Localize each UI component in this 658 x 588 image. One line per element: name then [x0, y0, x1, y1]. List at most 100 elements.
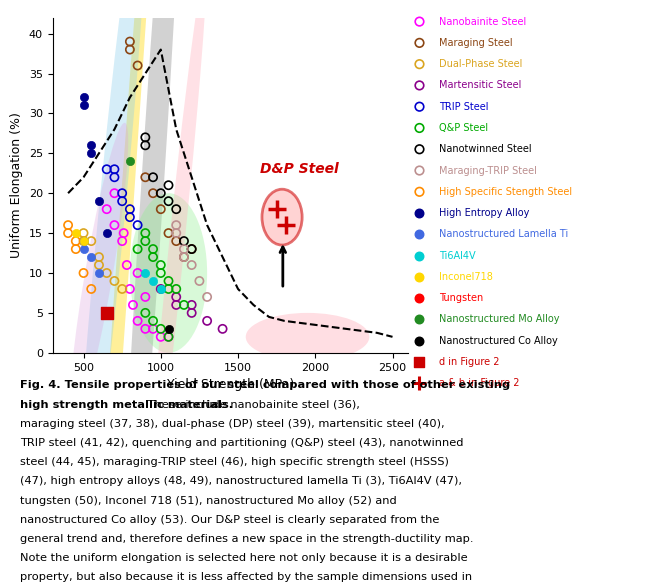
- Point: [132, 316, 143, 326]
- Ellipse shape: [262, 189, 302, 245]
- Text: Inconel718: Inconel718: [440, 272, 493, 282]
- Point: [140, 133, 151, 142]
- Text: Nanobainite Steel: Nanobainite Steel: [440, 16, 526, 26]
- Point: [186, 308, 197, 318]
- Point: [140, 141, 151, 150]
- Text: Maraging Steel: Maraging Steel: [440, 38, 513, 48]
- Point: [148, 252, 159, 262]
- Point: [186, 245, 197, 254]
- Point: [272, 205, 283, 214]
- Text: high strength metallic materials.: high strength metallic materials.: [20, 399, 233, 409]
- Point: [140, 268, 151, 278]
- Point: [171, 284, 182, 293]
- Text: tungsten (50), Inconel 718 (51), nanostructured Mo alloy (52) and: tungsten (50), Inconel 718 (51), nanostr…: [20, 496, 396, 506]
- Point: [78, 228, 89, 238]
- Point: [171, 292, 182, 302]
- Point: [124, 45, 135, 54]
- Ellipse shape: [75, 0, 148, 573]
- Point: [148, 172, 159, 182]
- Point: [163, 276, 174, 286]
- Text: TRIP steel (41, 42), quenching and partitioning (Q&P) steel (43), nanotwinned: TRIP steel (41, 42), quenching and parti…: [20, 438, 463, 448]
- Point: [63, 228, 73, 238]
- Point: [86, 284, 97, 293]
- Point: [78, 101, 89, 110]
- Text: D&P Steel: D&P Steel: [260, 162, 338, 176]
- Text: Dual-Phase Steel: Dual-Phase Steel: [440, 59, 522, 69]
- Point: [186, 260, 197, 270]
- Ellipse shape: [78, 0, 167, 588]
- Point: [281, 220, 291, 230]
- Ellipse shape: [245, 313, 369, 361]
- Text: d in Figure 2: d in Figure 2: [440, 357, 499, 367]
- Text: property, but also because it is less affected by the sample dimensions used in: property, but also because it is less af…: [20, 572, 472, 582]
- Ellipse shape: [146, 0, 207, 535]
- Point: [132, 268, 143, 278]
- Point: [140, 236, 151, 246]
- Point: [117, 196, 128, 206]
- Text: general trend and, therefore defines a new space in the strength-ductility map.: general trend and, therefore defines a n…: [20, 534, 473, 544]
- Point: [117, 236, 128, 246]
- Point: [163, 196, 174, 206]
- Text: Nanostructured Lamella Ti: Nanostructured Lamella Ti: [440, 229, 569, 239]
- Point: [122, 260, 132, 270]
- Point: [118, 228, 129, 238]
- Point: [101, 268, 112, 278]
- Point: [202, 292, 213, 302]
- Point: [155, 332, 166, 342]
- Point: [86, 252, 97, 262]
- Point: [163, 181, 174, 190]
- Point: [109, 276, 120, 286]
- Point: [70, 236, 81, 246]
- Point: [179, 252, 190, 262]
- Point: [140, 172, 151, 182]
- Point: [163, 332, 174, 342]
- Text: Martensitic Steel: Martensitic Steel: [440, 81, 522, 91]
- Text: High Specific Stength Steel: High Specific Stength Steel: [440, 187, 572, 197]
- Point: [128, 300, 138, 310]
- Text: a & b in Figure 2: a & b in Figure 2: [440, 378, 520, 388]
- Point: [217, 324, 228, 333]
- Point: [148, 276, 159, 286]
- Point: [163, 284, 174, 293]
- Point: [171, 205, 182, 214]
- Ellipse shape: [70, 123, 128, 423]
- Text: steel (44, 45), maraging-TRIP steel (46), high specific strength steel (HSSS): steel (44, 45), maraging-TRIP steel (46)…: [20, 457, 449, 467]
- Text: Fig. 4. Tensile properties of our steel compared with those of other existing: Fig. 4. Tensile properties of our steel …: [20, 380, 510, 390]
- Point: [70, 245, 81, 254]
- Point: [140, 308, 151, 318]
- Point: [140, 228, 151, 238]
- Point: [109, 172, 120, 182]
- Text: maraging steel (37, 38), dual-phase (DP) steel (39), martensitic steel (40),: maraging steel (37, 38), dual-phase (DP)…: [20, 419, 444, 429]
- Point: [109, 220, 120, 230]
- Text: Nanotwinned Steel: Nanotwinned Steel: [440, 144, 532, 154]
- Text: Ti6Al4V: Ti6Al4V: [440, 250, 476, 260]
- Point: [202, 316, 213, 326]
- Text: Note the uniform elongation is selected here not only because it is a desirable: Note the uniform elongation is selected …: [20, 553, 467, 563]
- Point: [78, 93, 89, 102]
- Point: [109, 165, 120, 174]
- Y-axis label: Uniform Elongation (%): Uniform Elongation (%): [11, 112, 23, 258]
- Point: [155, 324, 166, 333]
- Point: [78, 236, 89, 246]
- Point: [93, 196, 104, 206]
- Point: [93, 268, 104, 278]
- Text: High Entropy Alloy: High Entropy Alloy: [440, 208, 530, 218]
- Point: [171, 300, 182, 310]
- Point: [78, 236, 89, 246]
- Point: [124, 284, 135, 293]
- Point: [194, 276, 205, 286]
- Point: [179, 245, 190, 254]
- Point: [148, 189, 159, 198]
- Point: [117, 189, 128, 198]
- Point: [117, 284, 128, 293]
- Point: [132, 61, 143, 70]
- Point: [179, 252, 190, 262]
- Point: [70, 228, 81, 238]
- Point: [132, 245, 143, 254]
- Point: [78, 245, 89, 254]
- Point: [86, 149, 97, 158]
- Point: [124, 156, 135, 166]
- Point: [179, 300, 190, 310]
- Point: [140, 324, 151, 333]
- Point: [179, 236, 190, 246]
